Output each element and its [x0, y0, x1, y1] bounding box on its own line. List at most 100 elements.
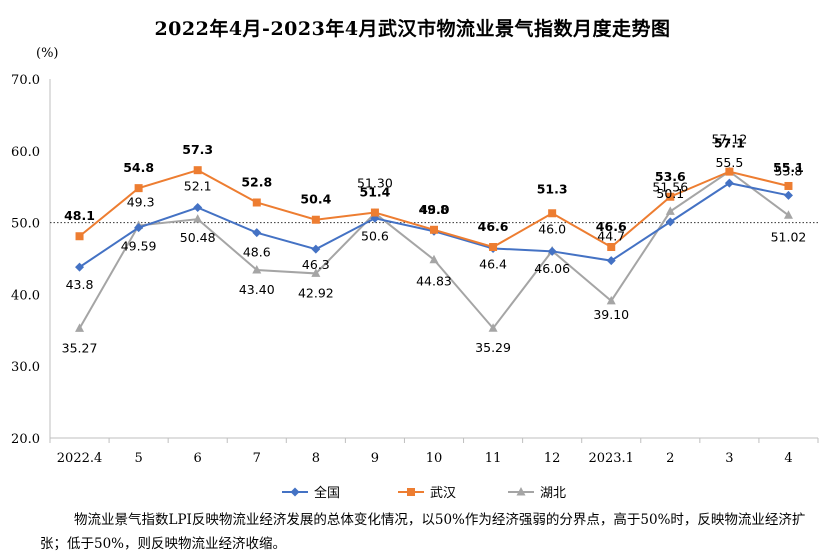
data-label-武汉: 57.1: [714, 136, 745, 151]
data-label-湖北: 49.59: [121, 239, 157, 254]
data-label-武汉: 53.6: [655, 169, 686, 184]
data-label-全国: 46.0: [538, 221, 566, 236]
data-label-武汉: 46.6: [596, 219, 627, 234]
data-label-湖北: 42.92: [298, 285, 334, 300]
data-point-全国: [252, 228, 262, 238]
data-point-武汉: [370, 208, 379, 217]
x-tick-label: 2: [666, 451, 674, 466]
legend-label-全国: 全国: [314, 485, 340, 501]
data-point-武汉: [548, 209, 557, 218]
data-point-湖北: [75, 323, 85, 332]
data-point-全国: [606, 256, 616, 266]
data-point-武汉: [75, 232, 84, 241]
x-tick-label: 9: [371, 451, 379, 466]
x-tick-label: 2022.4: [57, 451, 103, 466]
data-point-武汉: [489, 243, 498, 252]
data-point-湖北: [783, 210, 793, 219]
data-point-全国: [783, 190, 793, 200]
data-label-全国: 50.6: [361, 228, 389, 243]
y-unit-label: (%): [36, 46, 59, 61]
chart-title: 2022年4月-2023年4月武汉市物流业景气指数月度走势图: [154, 18, 671, 40]
y-tick-label: 40.0: [11, 288, 40, 303]
data-label-湖北: 35.27: [62, 340, 98, 355]
x-tick-label: 12: [544, 451, 561, 466]
data-label-湖北: 51.30: [357, 175, 393, 190]
data-label-武汉: 48.1: [64, 208, 95, 223]
data-label-全国: 48.8: [420, 202, 448, 217]
x-tick-label: 3: [725, 451, 733, 466]
legend-marker-全国: [290, 487, 300, 497]
data-label-全国: 53.8: [775, 163, 803, 178]
x-tick-label: 11: [485, 451, 502, 466]
data-label-全国: 46.3: [302, 257, 330, 272]
data-point-全国: [665, 217, 675, 227]
legend-marker-湖北: [516, 487, 526, 496]
data-label-全国: 49.3: [127, 195, 155, 210]
data-label-湖北: 57.12: [711, 131, 747, 146]
data-label-湖北: 46.06: [534, 261, 570, 276]
data-point-武汉: [252, 198, 261, 207]
legend-label-湖北: 湖北: [540, 486, 566, 501]
data-label-武汉: 52.8: [241, 174, 272, 189]
data-point-湖北: [252, 264, 262, 274]
data-label-武汉: 54.8: [123, 160, 154, 175]
data-label-武汉: 51.4: [360, 185, 391, 200]
data-label-武汉: 50.4: [300, 192, 331, 207]
data-point-湖北: [429, 254, 439, 264]
legend-label-武汉: 武汉: [430, 486, 456, 501]
data-label-武汉: 49.0: [419, 202, 450, 217]
data-label-全国: 52.1: [184, 179, 212, 194]
x-tick-label: 2023.1: [588, 451, 634, 466]
x-tick-label: 7: [253, 451, 261, 466]
data-label-武汉: 51.3: [537, 181, 568, 196]
data-point-湖北: [488, 323, 498, 332]
data-label-全国: 48.6: [243, 245, 271, 260]
legend-marker-武汉: [407, 488, 415, 496]
data-point-全国: [134, 223, 144, 233]
y-tick-label: 20.0: [11, 432, 40, 447]
data-point-湖北: [311, 268, 321, 277]
data-label-全国: 55.5: [715, 155, 743, 170]
data-point-全国: [724, 178, 734, 188]
x-tick-label: 5: [134, 451, 142, 466]
data-point-全国: [75, 262, 85, 272]
data-label-湖北: 50.48: [180, 230, 216, 245]
x-tick-label: 6: [194, 451, 202, 466]
data-label-全国: 44.7: [597, 229, 625, 244]
y-tick-label: 30.0: [11, 360, 40, 375]
data-point-武汉: [607, 243, 616, 252]
data-label-全国: 50.1: [656, 186, 684, 201]
data-point-武汉: [666, 192, 675, 201]
y-tick-label: 50.0: [11, 217, 40, 232]
y-tick-label: 70.0: [11, 73, 40, 88]
data-point-武汉: [311, 215, 320, 224]
data-label-武汉: 57.3: [182, 142, 213, 157]
data-label-湖北: 35.29: [475, 340, 511, 355]
line-chart: (%) 20.0 30.0 40.0 50.0 60.0 70.0 2022.4 5 6 7 8 9 1…: [11, 46, 819, 501]
data-point-武汉: [725, 167, 734, 176]
chart-note: 物流业景气指数LPI反映物流业经济发展的总体变化情况，以50%作为经济强弱的分界…: [40, 512, 806, 552]
data-point-湖北: [665, 206, 675, 215]
data-point-全国: [311, 244, 321, 254]
data-label-湖北: 51.56: [652, 179, 688, 194]
x-tick-label: 10: [426, 451, 443, 466]
data-point-湖北: [606, 295, 616, 305]
data-label-湖北: 39.10: [593, 307, 629, 322]
x-tick-label: 8: [312, 451, 320, 466]
data-point-武汉: [193, 166, 202, 175]
data-label-武汉: 55.1: [773, 160, 804, 175]
data-label-武汉: 46.6: [478, 219, 509, 234]
data-point-武汉: [430, 225, 438, 234]
data-label-湖北: 44.83: [416, 274, 452, 289]
data-point-武汉: [784, 181, 793, 190]
x-tick-label: 4: [784, 451, 792, 466]
data-label-全国: 46.4: [479, 256, 507, 271]
data-point-武汉: [134, 184, 143, 193]
data-label-全国: 43.8: [66, 277, 94, 292]
data-point-全国: [547, 246, 557, 256]
data-label-湖北: 43.40: [239, 282, 275, 297]
data-label-湖北: 51.02: [771, 229, 807, 244]
data-point-湖北: [193, 214, 203, 223]
data-point-全国: [193, 203, 203, 213]
y-tick-label: 60.0: [11, 145, 40, 160]
